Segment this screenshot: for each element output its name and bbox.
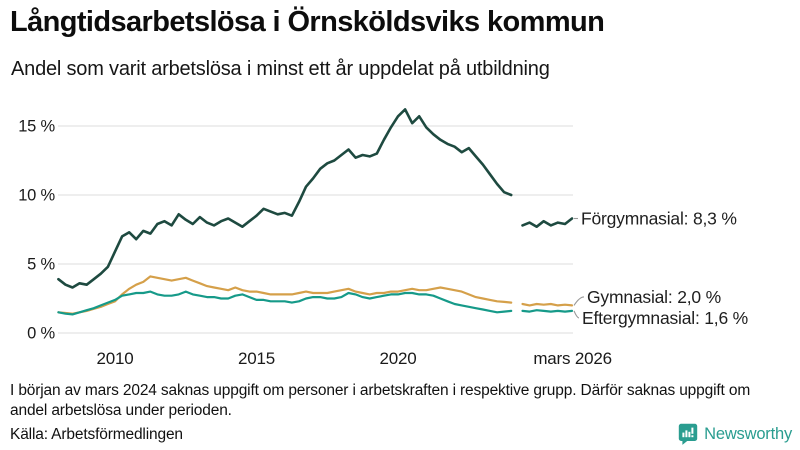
x-tick-label: mars 2026	[533, 349, 612, 368]
series-line-förgymnasial	[521, 217, 574, 228]
chart-subtitle: Andel som varit arbetslösa i minst ett å…	[11, 58, 550, 80]
brand: Newsworthy	[678, 423, 792, 445]
series-line-gymnasial	[521, 302, 574, 307]
x-tick-label: 2015	[238, 349, 275, 368]
newsworthy-logo-icon	[678, 423, 698, 445]
series-line-eftergymnasial	[57, 290, 513, 316]
page-title: Långtidsarbetslösa i Örnsköldsviks kommu…	[10, 6, 605, 38]
y-tick-label: 5 %	[27, 256, 55, 274]
x-tick-label: 2010	[96, 349, 133, 368]
series-label-gymnasial: Gymnasial: 2,0 %	[587, 287, 721, 307]
x-tick-label: 2020	[379, 349, 416, 368]
y-tick-label: 15 %	[18, 118, 55, 136]
label-connector	[573, 296, 585, 306]
series-label-eftergymnasial: Eftergymnasial: 1,6 %	[582, 308, 748, 328]
y-tick-label: 0 %	[27, 325, 55, 343]
series-line-förgymnasial	[57, 108, 513, 289]
series-line-eftergymnasial	[521, 309, 574, 313]
brand-name: Newsworthy	[704, 424, 792, 443]
footnote: I början av mars 2024 saknas uppgift om …	[10, 382, 751, 420]
y-tick-label: 10 %	[18, 187, 55, 205]
source-label: Källa: Arbetsförmedlingen	[10, 426, 183, 443]
series-label-förgymnasial: Förgymnasial: 8,3 %	[581, 209, 737, 229]
line-chart: 15 % 10 % 5 % 0 % 2010 2015 2020 mars 2026 Förgy…	[18, 108, 748, 368]
series-line-gymnasial	[57, 275, 513, 315]
label-connector	[573, 310, 580, 319]
